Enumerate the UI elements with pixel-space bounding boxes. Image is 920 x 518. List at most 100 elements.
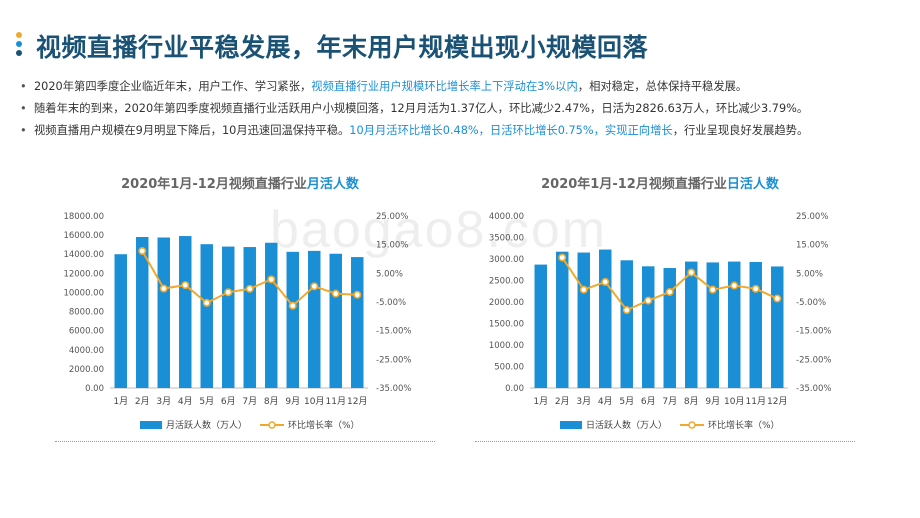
- y-tick-label: 10000.00: [63, 288, 104, 298]
- y-tick-label: 3000.00: [489, 255, 524, 265]
- legend-line-marker: [268, 421, 276, 429]
- x-tick-label: 3月: [156, 396, 171, 407]
- x-tick-label: 12月: [347, 396, 367, 407]
- growth-rate-point: [601, 277, 610, 286]
- bullet-text: ，相对稳定，总体保持平稳发展。: [577, 80, 748, 93]
- x-tick-label: 1月: [113, 396, 128, 407]
- growth-rate-point: [267, 275, 276, 284]
- y-tick-label: 12000.00: [63, 269, 104, 279]
- y-tick-label: 16000.00: [63, 231, 104, 241]
- chart-title-text: 2020年1月-12月视频直播行业: [121, 177, 307, 192]
- bar: [706, 262, 719, 388]
- x-tick-label: 1月: [533, 396, 548, 407]
- bar: [286, 251, 299, 388]
- legend-line-marker: [688, 421, 696, 429]
- legend-bar-label: 月活跃人数（万人）: [166, 419, 247, 431]
- divider-line: [55, 441, 435, 442]
- y-tick-label: 4000.00: [489, 212, 524, 222]
- x-tick-label: 6月: [641, 396, 656, 407]
- x-tick-label: 8月: [684, 396, 699, 407]
- growth-rate-point: [353, 290, 362, 299]
- x-tick-label: 10月: [304, 396, 324, 407]
- y-tick-label: 500.00: [494, 363, 524, 373]
- bar: [577, 252, 590, 388]
- monthly-active-chart: 2020年1月-12月视频直播行业月活人数 18000.00 16000.00 14…: [30, 170, 450, 440]
- bar: [534, 264, 547, 388]
- chart-title-accent: 月活人数: [306, 177, 359, 192]
- bar: [308, 250, 321, 388]
- title-decoration-dots: [16, 32, 22, 62]
- bar: [749, 262, 762, 388]
- bar: [179, 236, 192, 388]
- x-tick-label: 3月: [576, 396, 591, 407]
- growth-rate-point: [644, 296, 653, 305]
- growth-rate-point: [202, 298, 211, 307]
- x-tick-label: 11月: [326, 396, 346, 407]
- x-tick-label: 2月: [555, 396, 570, 407]
- y-tick-label: 8000.00: [69, 308, 104, 318]
- divider-line: [475, 441, 855, 442]
- growth-rate-point: [331, 289, 340, 298]
- y2-tick-label: 5.00%: [376, 269, 403, 279]
- bar: [728, 261, 741, 388]
- y-tick-label: 0.00: [85, 384, 104, 394]
- y2-tick-label: 15.00%: [796, 241, 828, 251]
- growth-rate-point: [579, 285, 588, 294]
- x-tick-label: 11月: [746, 396, 766, 407]
- y2-tick-label: 25.00%: [376, 212, 408, 222]
- chart-plot: 4000.00 3500.00 3000.00 2500.00 2000.00 1500.…: [489, 212, 832, 431]
- bar: [642, 266, 655, 388]
- chart-title-accent: 日活人数: [726, 177, 779, 192]
- bar: [556, 251, 569, 388]
- y2-tick-label: -5.00%: [376, 298, 406, 308]
- y-tick-label: 4000.00: [69, 346, 104, 356]
- x-tick-label: 10月: [724, 396, 744, 407]
- chart-title: 2020年1月-12月视频直播行业日活人数: [450, 170, 870, 200]
- growth-rate-point: [138, 246, 147, 255]
- growth-rate-point: [288, 301, 297, 310]
- y2-tick-label: -15.00%: [376, 327, 411, 337]
- bullet-item: 随着年末的到来，2020年第四季度视频直播行业活跃用户小规模回落，12月月活为1…: [20, 98, 900, 120]
- chart-plot: 18000.00 16000.00 14000.00 12000.00 10000.00…: [63, 212, 411, 431]
- growth-rate-point: [751, 284, 760, 293]
- growth-rate-point: [181, 281, 190, 290]
- y-tick-label: 14000.00: [63, 250, 104, 260]
- x-tick-label: 5月: [199, 396, 214, 407]
- legend-bar-swatch: [140, 421, 162, 429]
- y-tick-label: 1000.00: [489, 341, 524, 351]
- bullet-item: 2020年第四季度企业临近年末，用户工作、学习紧张，视频直播行业用户规模环比增长…: [20, 76, 900, 98]
- y-tick-label: 1500.00: [489, 320, 524, 330]
- bullet-text: 随着年末的到来，2020年第四季度视频直播行业活跃用户小规模回落，12月月活为1…: [34, 102, 809, 115]
- growth-rate-point: [622, 306, 631, 315]
- bar: [200, 244, 213, 388]
- bar: [265, 242, 278, 388]
- y2-tick-label: 5.00%: [796, 269, 823, 279]
- y-tick-label: 2000.00: [69, 365, 104, 375]
- legend-bar-swatch: [560, 421, 582, 429]
- chart-title: 2020年1月-12月视频直播行业月活人数: [30, 170, 450, 200]
- growth-rate-point: [310, 282, 319, 291]
- bullet-highlight: 10月月活环比增长0.48%，日活环比增长0.75%，实现正向增长: [349, 124, 673, 137]
- x-tick-label: 9月: [285, 396, 300, 407]
- title-dot-navy: [16, 50, 22, 56]
- y2-tick-label: -15.00%: [796, 327, 831, 337]
- title-dot-blue: [16, 41, 22, 47]
- x-tick-label: 6月: [221, 396, 236, 407]
- y-tick-label: 3500.00: [489, 234, 524, 244]
- bar: [243, 247, 256, 388]
- bar: [599, 249, 612, 388]
- x-tick-label: 7月: [242, 396, 257, 407]
- x-tick-label: 9月: [705, 396, 720, 407]
- x-tick-label: 2月: [135, 396, 150, 407]
- bullet-text: ，行业呈现良好发展趋势。: [672, 124, 809, 137]
- bar: [771, 266, 784, 388]
- bar: [157, 237, 170, 388]
- bullet-item: 视频直播用户规模在9月明显下降后，10月迅速回温保持平稳。10月月活环比增长0.…: [20, 120, 900, 142]
- bar: [329, 253, 342, 388]
- y-tick-label: 18000.00: [63, 212, 104, 222]
- chart-title-text: 2020年1月-12月视频直播行业: [541, 177, 727, 192]
- bar: [222, 246, 235, 388]
- y2-tick-label: -25.00%: [796, 355, 831, 365]
- x-tick-label: 4月: [598, 396, 613, 407]
- x-tick-label: 8月: [264, 396, 279, 407]
